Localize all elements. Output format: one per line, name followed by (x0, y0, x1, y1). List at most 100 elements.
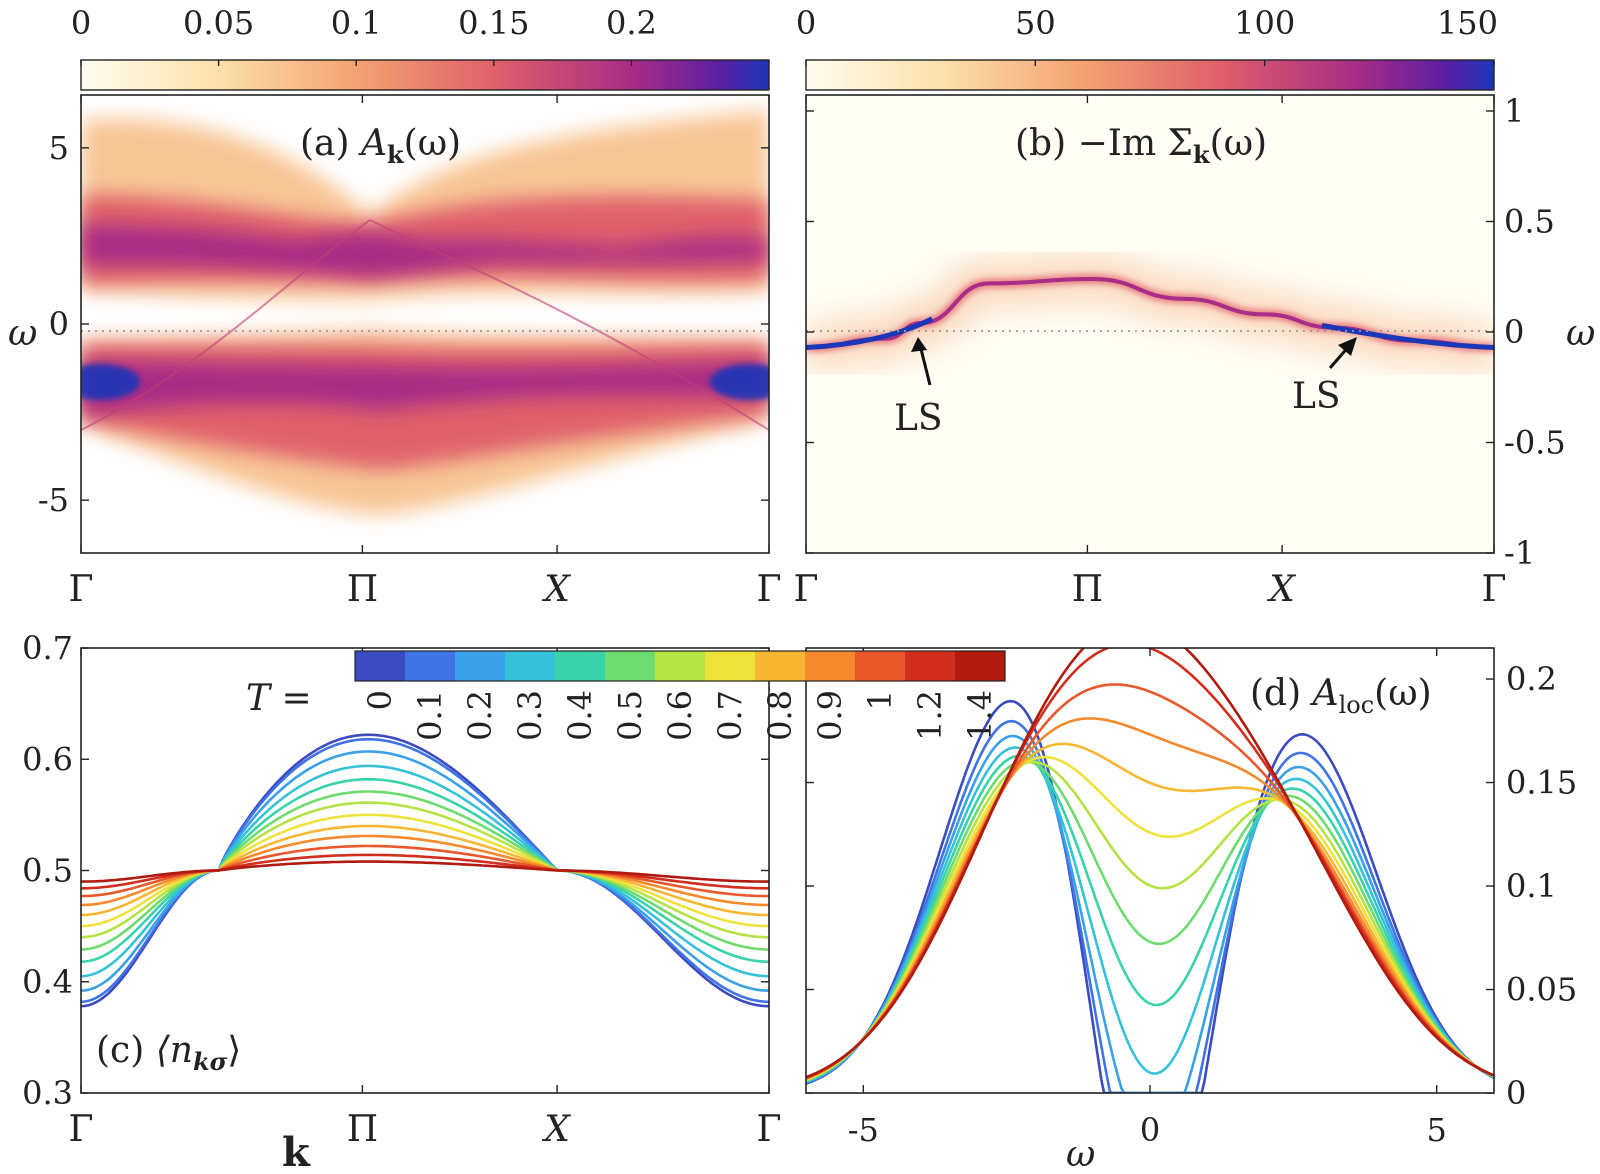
x-axis-label-d: ω (1066, 1134, 1095, 1174)
legend-swatch (755, 651, 806, 681)
x-tick-label: -5 (848, 1111, 879, 1149)
legend-swatch (405, 651, 456, 681)
colorbar-tick-label: 0.1 (331, 4, 382, 42)
x-tick-label: 0 (1140, 1111, 1160, 1149)
colorbar-tick-label: 0 (71, 4, 91, 42)
local-dos-line (806, 719, 1494, 1093)
legend-swatch (455, 651, 506, 681)
panel-c: Γ Π X Γ 0.7 0.6 0.5 0.4 0.3 (c) ⟨nkσ⟩ k (22, 629, 781, 1174)
colorbar-tick-label: 0.05 (183, 4, 254, 42)
legend-swatch (555, 651, 606, 681)
legend-label: 1.2 (911, 690, 949, 741)
legend-label: 0.8 (761, 690, 799, 741)
legend-label: 1 (861, 690, 899, 710)
legend-label: 0.7 (711, 690, 749, 741)
legend-label: 0.6 (661, 690, 699, 741)
legend-label: 0.1 (411, 690, 449, 741)
panel-d-title: (d) Aloc(ω) (1250, 673, 1432, 719)
ls-arrow-left (918, 344, 932, 386)
legend-label: 0.2 (461, 690, 499, 741)
cross-line-a2 (369, 219, 769, 431)
panel-a-heatmap (81, 110, 769, 515)
legend-swatch (955, 651, 1006, 681)
upper-band-peak (81, 225, 769, 278)
ls-annotation-right: LS (1292, 376, 1341, 417)
panel-a: Γ Π X Γ 5 0 -5 (a) Ak(ω) ω (8, 94, 782, 610)
colorbar-tick-label: 0 (796, 4, 816, 42)
lower-band-peak (81, 360, 769, 415)
local-dos-line (806, 754, 1494, 1083)
colorbar-a: 0 0.05 0.1 0.15 0.2 (71, 4, 770, 91)
panel-a-title: (a) Ak(ω) (300, 123, 461, 169)
ls-annotation-left: LS (894, 398, 943, 439)
y-tick-label: -1 (1504, 534, 1535, 572)
y-tick-label: 0.5 (1504, 203, 1555, 241)
hot-spot-right (710, 364, 769, 400)
legend-swatch (655, 651, 706, 681)
y-tick-label: 0.05 (1506, 971, 1577, 1009)
legend-swatch (855, 651, 906, 681)
ls-arrowhead-left (911, 337, 927, 352)
y-tick-label: 0.2 (1506, 660, 1557, 698)
legend-swatch (605, 651, 656, 681)
x-tick-label: Π (347, 569, 378, 610)
y-tick-label: 0.1 (1506, 867, 1557, 905)
local-dos-line (806, 734, 1494, 1093)
colorbar-tick-label: 150 (1437, 4, 1498, 42)
y-tick-label: 0.4 (22, 963, 73, 1001)
x-tick-label: Γ (757, 569, 782, 610)
legend-title: T = (246, 678, 312, 719)
y-tick-label: 0.6 (22, 740, 73, 778)
y-tick-label: 5 (49, 129, 69, 167)
local-dos-line (806, 683, 1494, 1080)
legend-swatch (705, 651, 756, 681)
y-tick-label: 1 (1504, 92, 1524, 130)
colorbar-tick-label: 0.15 (458, 4, 529, 42)
x-tick-label: X (541, 569, 571, 610)
local-dos-line (806, 755, 1494, 1081)
legend-label: 0 (361, 690, 399, 710)
y-tick-label: 0 (1504, 313, 1524, 351)
occupation-line (81, 860, 769, 883)
local-dos-line (806, 760, 1494, 1082)
colorbar-b: 0 50 100 150 (796, 4, 1498, 91)
legend-swatch (505, 651, 556, 681)
colorbar-tick-label: 50 (1015, 4, 1056, 42)
colorbar-tick-label: 0.2 (606, 4, 657, 42)
x-tick-label: X (541, 1109, 571, 1150)
y-tick-label: 0.3 (22, 1074, 73, 1112)
x-tick-label: Γ (1482, 569, 1507, 610)
local-dos-line (806, 648, 1494, 1079)
temperature-legend: T = 0 0.1 0.2 0.3 0.4 0.5 0.6 0.7 0.8 0.9 1 1.2 1.4 (246, 650, 1006, 741)
legend-label: 0.5 (611, 690, 649, 741)
y-tick-label: -5 (38, 481, 69, 519)
y-tick-label: 0.7 (22, 629, 73, 667)
self-energy-ridge-edges (806, 316, 1494, 350)
legend-label: 1.4 (961, 690, 999, 741)
x-tick-label: Γ (69, 1109, 94, 1150)
panel-c-title: (c) ⟨nkσ⟩ (96, 1030, 241, 1076)
local-dos-line (806, 717, 1494, 1080)
cross-line-a1 (81, 219, 371, 431)
hot-spot-left (81, 364, 140, 400)
y-axis-label-a: ω (8, 313, 37, 354)
x-axis-label-c: k (282, 1129, 311, 1174)
legend-swatch (805, 651, 856, 681)
y-axis-label-b: ω (1566, 313, 1595, 354)
occupation-line (81, 733, 769, 1008)
x-tick-label: Γ (794, 569, 819, 610)
y-tick-label: 0 (49, 305, 69, 343)
panel-d: -5 0 5 0.2 0.15 0.1 0.05 0 (d) Aloc(ω) ω (805, 647, 1577, 1174)
local-dos-line (806, 746, 1494, 1084)
ls-arrowhead-right (1338, 337, 1357, 356)
legend-label: 0.4 (561, 690, 599, 741)
legend-swatch (905, 651, 956, 681)
local-dos-line (806, 742, 1494, 1081)
x-tick-label: X (1266, 569, 1296, 610)
y-tick-label: 0.5 (22, 852, 73, 890)
x-tick-label: Π (1072, 569, 1103, 610)
colorbar-tick-label: 100 (1234, 4, 1295, 42)
local-dos-line (806, 759, 1494, 1082)
local-dos-line (806, 699, 1494, 1093)
